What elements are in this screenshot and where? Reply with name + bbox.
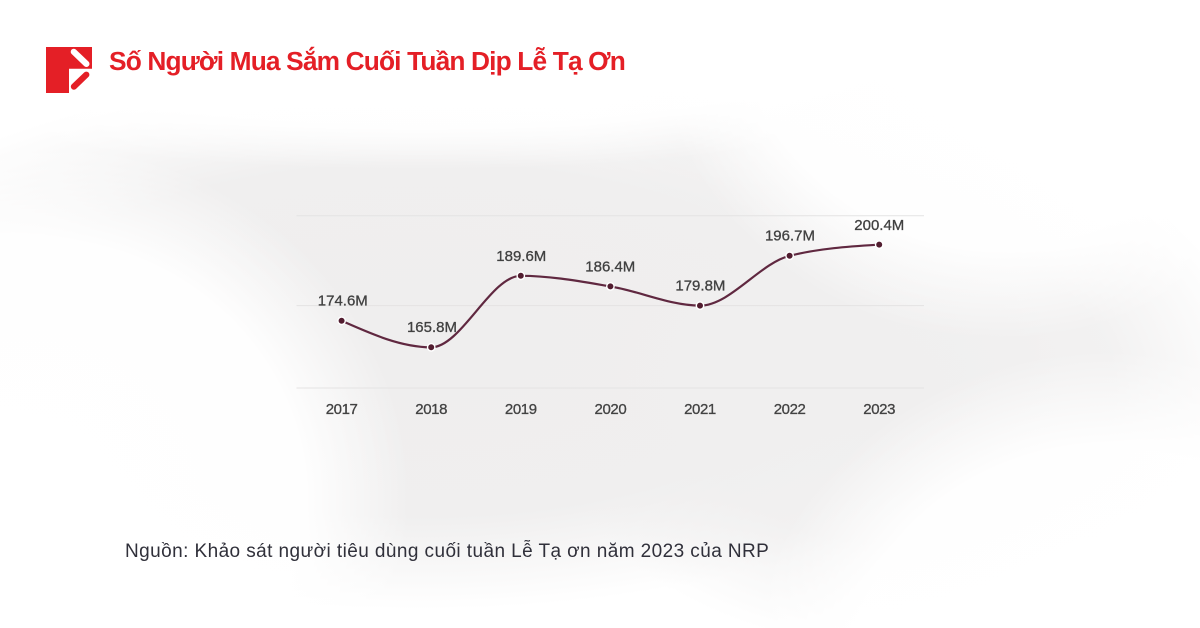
svg-text:189.6M: 189.6M	[496, 248, 546, 265]
svg-text:200.4M: 200.4M	[854, 217, 904, 234]
svg-text:165.8M: 165.8M	[407, 319, 457, 336]
svg-text:2021: 2021	[684, 401, 716, 418]
svg-text:2017: 2017	[326, 401, 358, 418]
svg-text:2019: 2019	[505, 401, 537, 418]
svg-text:179.8M: 179.8M	[675, 277, 725, 294]
svg-text:2023: 2023	[863, 401, 895, 418]
svg-text:186.4M: 186.4M	[585, 259, 635, 276]
svg-text:2018: 2018	[415, 401, 447, 418]
svg-text:2022: 2022	[774, 401, 806, 418]
svg-text:174.6M: 174.6M	[318, 292, 368, 309]
svg-text:2020: 2020	[595, 401, 627, 418]
svg-text:196.7M: 196.7M	[765, 228, 815, 245]
